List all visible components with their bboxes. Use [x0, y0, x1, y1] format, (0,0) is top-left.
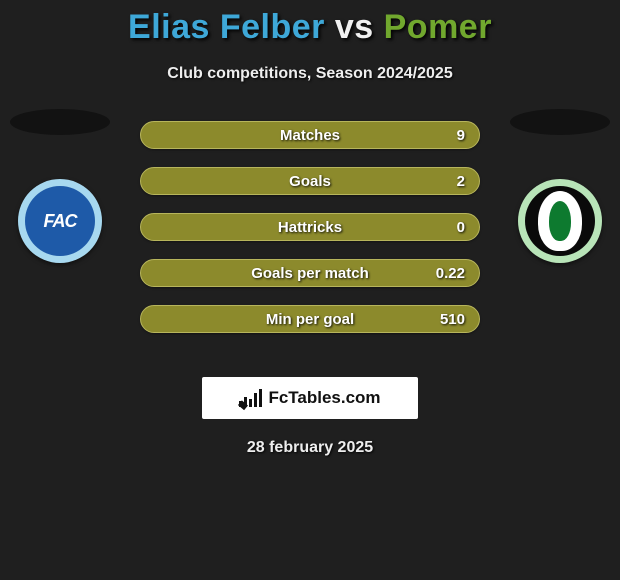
right-badge-column	[510, 109, 610, 263]
right-club-badge-shape	[538, 191, 582, 251]
stat-rows: Matches 9 Goals 2 Hattricks 0 Goals per …	[140, 121, 480, 351]
player1-name: Elias Felber	[128, 8, 325, 46]
page-title: Elias Felber vs Pomer	[0, 0, 620, 47]
date-text: 28 february 2025	[0, 439, 620, 457]
subtitle: Club competitions, Season 2024/2025	[0, 65, 620, 83]
left-club-badge-inner: FAC	[25, 186, 95, 256]
left-club-badge-text: FAC	[44, 211, 77, 232]
stat-value-right: 510	[440, 311, 465, 328]
right-shadow-ellipse	[510, 109, 610, 135]
stat-value-right: 9	[457, 127, 465, 144]
stat-row-mpg: Min per goal 510	[140, 305, 480, 333]
stat-row-gpm: Goals per match 0.22	[140, 259, 480, 287]
stat-row-matches: Matches 9	[140, 121, 480, 149]
comparison-section: FAC Matches 9 Goals 2 Hattricks 0 Goals …	[0, 121, 620, 361]
vs-text: vs	[325, 8, 384, 46]
right-club-badge	[518, 179, 602, 263]
stat-label: Goals per match	[251, 265, 369, 282]
left-shadow-ellipse	[10, 109, 110, 135]
chart-icon	[239, 389, 262, 407]
stat-label: Goals	[289, 173, 331, 190]
stat-label: Hattricks	[278, 219, 342, 236]
stat-row-hattricks: Hattricks 0	[140, 213, 480, 241]
stat-label: Matches	[280, 127, 340, 144]
stat-value-right: 2	[457, 173, 465, 190]
left-badge-column: FAC	[10, 109, 110, 263]
right-club-badge-inner	[525, 186, 595, 256]
stat-label: Min per goal	[266, 311, 354, 328]
player2-name: Pomer	[384, 8, 492, 46]
brand-box: FcTables.com	[202, 377, 418, 419]
stat-row-goals: Goals 2	[140, 167, 480, 195]
brand-text: FcTables.com	[268, 388, 380, 408]
left-club-badge: FAC	[18, 179, 102, 263]
stat-value-right: 0	[457, 219, 465, 236]
stat-value-right: 0.22	[436, 265, 465, 282]
